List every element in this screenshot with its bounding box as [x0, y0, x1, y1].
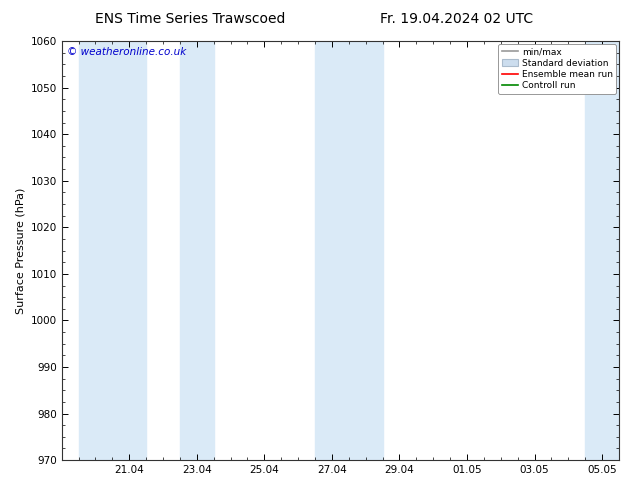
- Bar: [180, 41, 214, 460]
- Text: Fr. 19.04.2024 02 UTC: Fr. 19.04.2024 02 UTC: [380, 12, 533, 26]
- Bar: [79, 41, 146, 460]
- Text: © weatheronline.co.uk: © weatheronline.co.uk: [67, 48, 186, 57]
- Bar: [585, 41, 619, 460]
- Y-axis label: Surface Pressure (hPa): Surface Pressure (hPa): [15, 187, 25, 314]
- Bar: [315, 41, 382, 460]
- Text: ENS Time Series Trawscoed: ENS Time Series Trawscoed: [95, 12, 285, 26]
- Legend: min/max, Standard deviation, Ensemble mean run, Controll run: min/max, Standard deviation, Ensemble me…: [498, 44, 616, 94]
